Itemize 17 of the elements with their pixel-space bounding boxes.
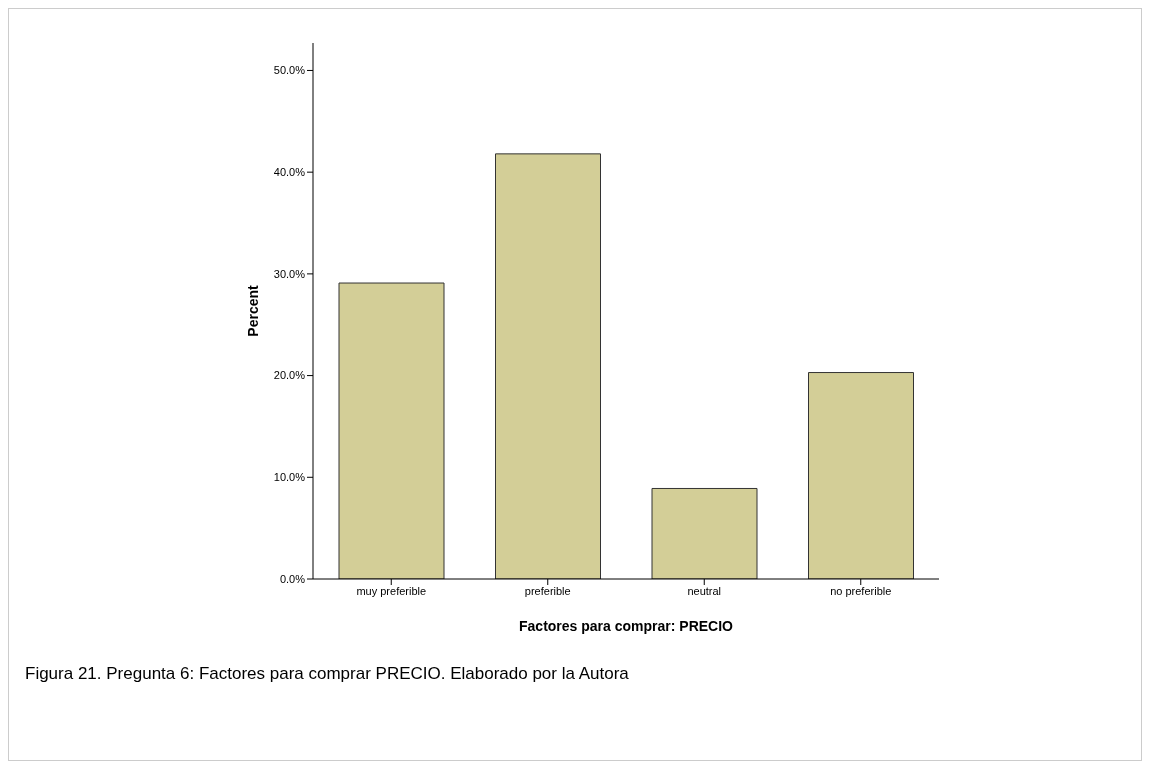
bar <box>808 372 914 579</box>
text: Figura 21. Pregunta 6: Factores para comprar PRECIO. Elaborado por la Autora <box>25 664 629 684</box>
bar <box>495 153 601 579</box>
x-tick-label: no preferible <box>830 584 892 597</box>
x-tick-label: preferible <box>524 584 571 597</box>
y-tick-label: 10.0% <box>273 471 306 484</box>
y-tick-label: 0.0% <box>279 572 306 585</box>
x-tick-label: muy preferible <box>356 584 427 597</box>
y-tick-label: 40.0% <box>273 166 306 179</box>
y-tick-label: 30.0% <box>273 267 306 280</box>
y-tick-label: 20.0% <box>273 369 306 382</box>
x-tick-label: neutral <box>687 584 722 597</box>
y-axis-title: Percent <box>244 284 261 337</box>
bar <box>338 282 445 579</box>
bar <box>651 487 758 579</box>
x-axis-title: Factores para comprar: PRECIO <box>519 618 734 634</box>
y-tick-label: 50.0% <box>273 64 306 77</box>
